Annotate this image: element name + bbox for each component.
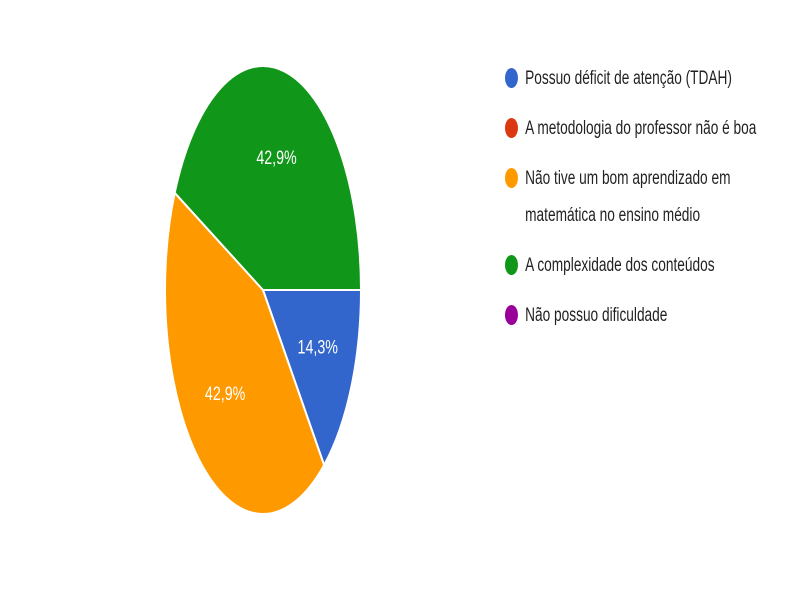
legend-label: A complexidade dos conteúdos bbox=[525, 255, 715, 276]
legend-label: A metodologia do professor não é boa bbox=[525, 118, 757, 139]
legend-item: Não possuo dificuldade bbox=[505, 297, 763, 334]
pie-slice bbox=[173, 65, 363, 291]
legend-label: Possuo déficit de atenção (TDAH) bbox=[525, 68, 732, 89]
slice-label: 42,9% bbox=[205, 383, 245, 404]
legend-label: Não tive um bom aprendizado em matemátic… bbox=[525, 168, 731, 226]
slice-label: 42,9% bbox=[256, 147, 296, 168]
legend-label: Não possuo dificuldade bbox=[525, 305, 668, 326]
legend-marker bbox=[505, 68, 518, 88]
legend-marker bbox=[505, 118, 518, 138]
slice-label: 14,3% bbox=[298, 336, 338, 357]
legend-item: A metodologia do professor não é boa bbox=[505, 110, 763, 147]
legend-item: A complexidade dos conteúdos bbox=[505, 247, 763, 284]
legend-marker bbox=[505, 305, 518, 325]
legend-marker bbox=[505, 168, 518, 188]
pie-slice bbox=[261, 289, 363, 468]
legend-item: Não tive um bom aprendizado em matemátic… bbox=[505, 160, 763, 234]
legend-marker bbox=[505, 255, 518, 275]
pie-slice bbox=[164, 190, 326, 515]
legend-item: Possuo déficit de atenção (TDAH) bbox=[505, 60, 763, 97]
legend: Possuo déficit de atenção (TDAH) A metodo… bbox=[505, 60, 763, 347]
